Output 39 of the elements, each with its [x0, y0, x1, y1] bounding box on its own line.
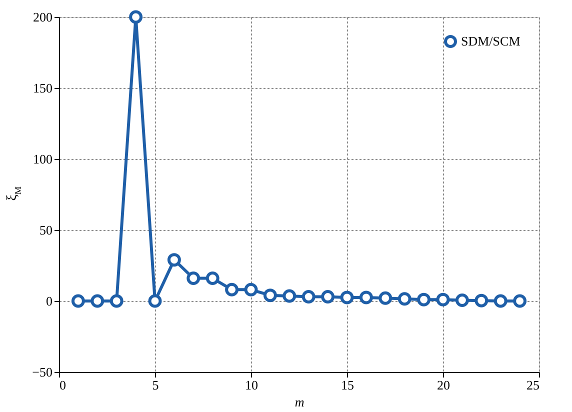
x-tick-label: 20: [437, 378, 450, 392]
x-tick-label: 0: [60, 378, 66, 392]
point: [378, 291, 392, 305]
legend-label: SDM/SCM: [461, 34, 521, 48]
y-tick-label: 50: [40, 222, 52, 238]
y-tick-label: −50: [32, 364, 52, 380]
point: [129, 10, 143, 24]
x-tick-label: 5: [152, 378, 159, 392]
point: [206, 272, 220, 286]
x-tick-label: 25: [526, 378, 540, 392]
point: [417, 292, 431, 306]
point: [474, 294, 488, 308]
point: [513, 294, 527, 308]
point: [148, 294, 162, 308]
point: [186, 272, 200, 286]
x-tick-label: 10: [245, 378, 258, 392]
x-tick-label: 15: [341, 378, 354, 392]
point: [436, 292, 450, 306]
y-tick-label: 100: [33, 152, 52, 166]
point: [359, 290, 373, 304]
point: [263, 288, 277, 302]
point: [494, 294, 508, 308]
point: [282, 289, 296, 303]
point: [110, 294, 124, 308]
point: [398, 292, 412, 306]
point: [302, 290, 316, 304]
point: [340, 290, 354, 304]
point: [244, 282, 258, 296]
point: [90, 294, 104, 308]
y-tick-label: 0: [46, 294, 52, 308]
y-tick-label: 150: [33, 80, 52, 96]
point: [321, 290, 335, 304]
point: [225, 282, 239, 296]
point: [71, 294, 85, 308]
y-axis-title: ξM: [5, 186, 23, 201]
point: [455, 294, 469, 308]
point: [167, 253, 181, 267]
x-axis-title: m: [294, 394, 304, 410]
y-tick-label: 200: [33, 10, 52, 24]
